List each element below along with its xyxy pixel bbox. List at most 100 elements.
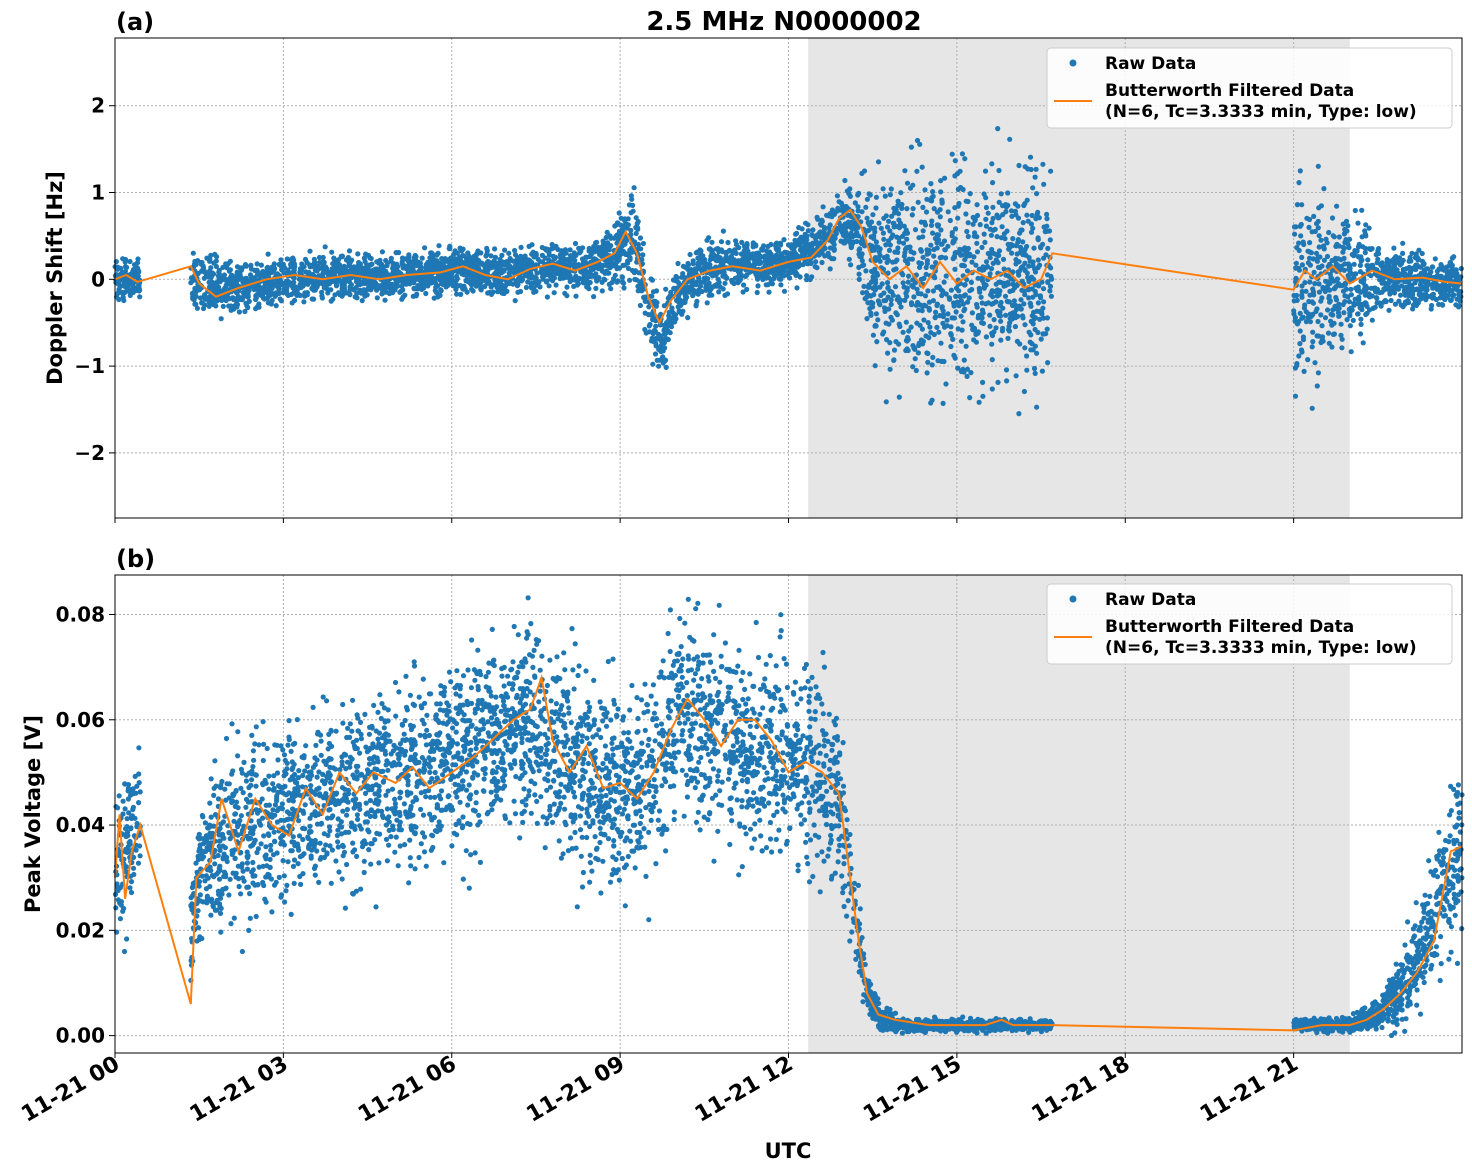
raw-data-point [319,293,325,299]
raw-data-point [884,224,891,230]
raw-data-point [235,293,241,300]
raw-data-point [956,200,962,207]
raw-data-point [810,227,816,233]
raw-data-point [809,232,815,238]
raw-data-point [893,310,899,316]
raw-data-point [863,268,869,274]
raw-data-point [895,294,901,300]
raw-data-point [1291,292,1297,299]
raw-data-point [341,283,347,289]
raw-data-point [918,247,924,253]
raw-data-point [976,266,982,272]
raw-data-point [958,313,964,319]
raw-data-point [1369,293,1375,299]
raw-data-point [1032,370,1038,376]
raw-data-point [1297,168,1303,174]
raw-data-point [819,259,825,266]
raw-data-point [841,227,847,233]
raw-data-point [618,222,624,228]
raw-data-point [637,302,644,309]
raw-data-point [944,317,950,323]
raw-data-point [720,273,726,279]
raw-data-point [1329,344,1335,350]
raw-data-point [1350,317,1356,323]
raw-data-point [741,282,747,288]
raw-data-point [379,261,385,267]
raw-data-point [753,271,759,277]
raw-data-point [398,288,404,294]
raw-data-point [269,297,275,304]
raw-data-point [220,264,226,270]
raw-data-point [1028,347,1034,353]
raw-data-point [883,399,889,405]
raw-data-point [1448,297,1454,303]
raw-data-point [616,265,623,271]
raw-data-point [916,235,922,241]
raw-data-point [1026,278,1032,284]
raw-data-point [1034,191,1040,197]
raw-data-point [1379,260,1385,266]
raw-data-point [950,336,956,342]
raw-data-point [526,273,532,279]
raw-data-point [440,281,446,288]
y-tick-label: −1 [74,354,105,378]
raw-data-point [907,185,914,191]
raw-data-point [386,290,393,297]
raw-data-point [744,258,750,264]
raw-data-point [886,247,893,253]
raw-data-point [1034,350,1040,356]
raw-data-point [464,289,470,295]
raw-data-point [959,151,966,157]
raw-data-point [529,242,535,248]
raw-data-point [1299,254,1305,260]
raw-data-point [289,300,295,306]
raw-data-point [285,270,291,276]
raw-data-point [855,225,861,231]
raw-data-point [331,266,337,272]
raw-data-point [571,283,577,289]
raw-data-point [1292,231,1298,237]
raw-data-point [666,313,672,319]
raw-data-point [580,245,586,251]
raw-data-point [778,242,784,248]
raw-data-point [1348,286,1354,292]
raw-data-point [1400,250,1406,256]
raw-data-point [1024,367,1030,373]
raw-data-point [563,250,569,256]
raw-data-point [916,260,922,266]
raw-data-point [1309,405,1315,411]
raw-data-point [599,268,605,274]
raw-data-point [740,289,746,295]
raw-data-point [1025,274,1031,281]
raw-data-point [1432,256,1438,262]
raw-data-point [965,299,971,305]
raw-data-point [1394,285,1400,292]
raw-data-point [704,237,710,243]
raw-data-point [1309,299,1315,305]
raw-data-point [833,230,840,237]
raw-data-point [885,294,891,300]
raw-data-point [314,266,320,272]
raw-data-point [912,227,919,233]
raw-data-point [1004,378,1010,384]
raw-data-point [708,284,714,290]
raw-data-point [896,394,902,400]
raw-data-point [859,251,865,257]
raw-data-point [934,209,941,215]
raw-data-point [1299,288,1305,295]
raw-data-point [1024,243,1030,250]
raw-data-point [990,227,996,233]
raw-data-point [660,354,666,360]
raw-data-point [793,231,799,237]
raw-data-point [625,265,632,272]
raw-data-point [452,248,458,254]
raw-data-point [650,317,656,323]
raw-data-point [813,259,819,265]
raw-data-point [204,255,210,261]
raw-data-point [1294,202,1300,208]
raw-data-point [1456,303,1462,309]
raw-data-point [898,304,904,310]
raw-data-point [713,246,720,252]
raw-data-point [687,251,693,258]
raw-data-point [961,308,967,314]
